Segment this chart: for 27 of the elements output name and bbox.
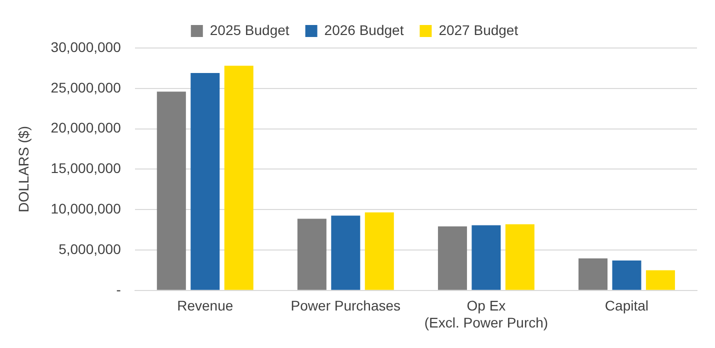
x-tick-label: Op Ex (Excl. Power Purch)	[424, 298, 548, 330]
x-tick-label: Revenue	[177, 298, 234, 314]
y-tick-label: 25,000,000	[50, 79, 122, 96]
y-tick-label: 20,000,000	[50, 120, 122, 136]
bar	[364, 212, 394, 290]
y-tick-label: -	[116, 281, 122, 298]
bar	[156, 92, 186, 290]
bar	[190, 73, 220, 290]
y-tick-label: 10,000,000	[50, 200, 122, 216]
bar	[612, 260, 642, 290]
bar	[578, 258, 608, 290]
bar	[438, 226, 467, 290]
bar	[297, 218, 326, 290]
bar	[646, 270, 675, 290]
bar	[224, 66, 254, 290]
y-tick-label: 30,000,000	[50, 38, 122, 55]
x-tick-label: Power Purchases	[290, 298, 401, 314]
legend-label: 2025 Budget	[210, 22, 290, 38]
legend-label: 2027 Budget	[438, 22, 518, 38]
legend-label: 2026 Budget	[324, 22, 404, 38]
y-axis-title: DOLLARS ($)	[15, 126, 32, 212]
x-tick-label: Capital	[604, 298, 649, 314]
y-tick-label: 15,000,000	[50, 160, 122, 176]
bar	[472, 225, 501, 290]
bar	[331, 216, 360, 290]
bar	[505, 224, 534, 290]
y-tick-label: 5,000,000	[58, 240, 122, 257]
